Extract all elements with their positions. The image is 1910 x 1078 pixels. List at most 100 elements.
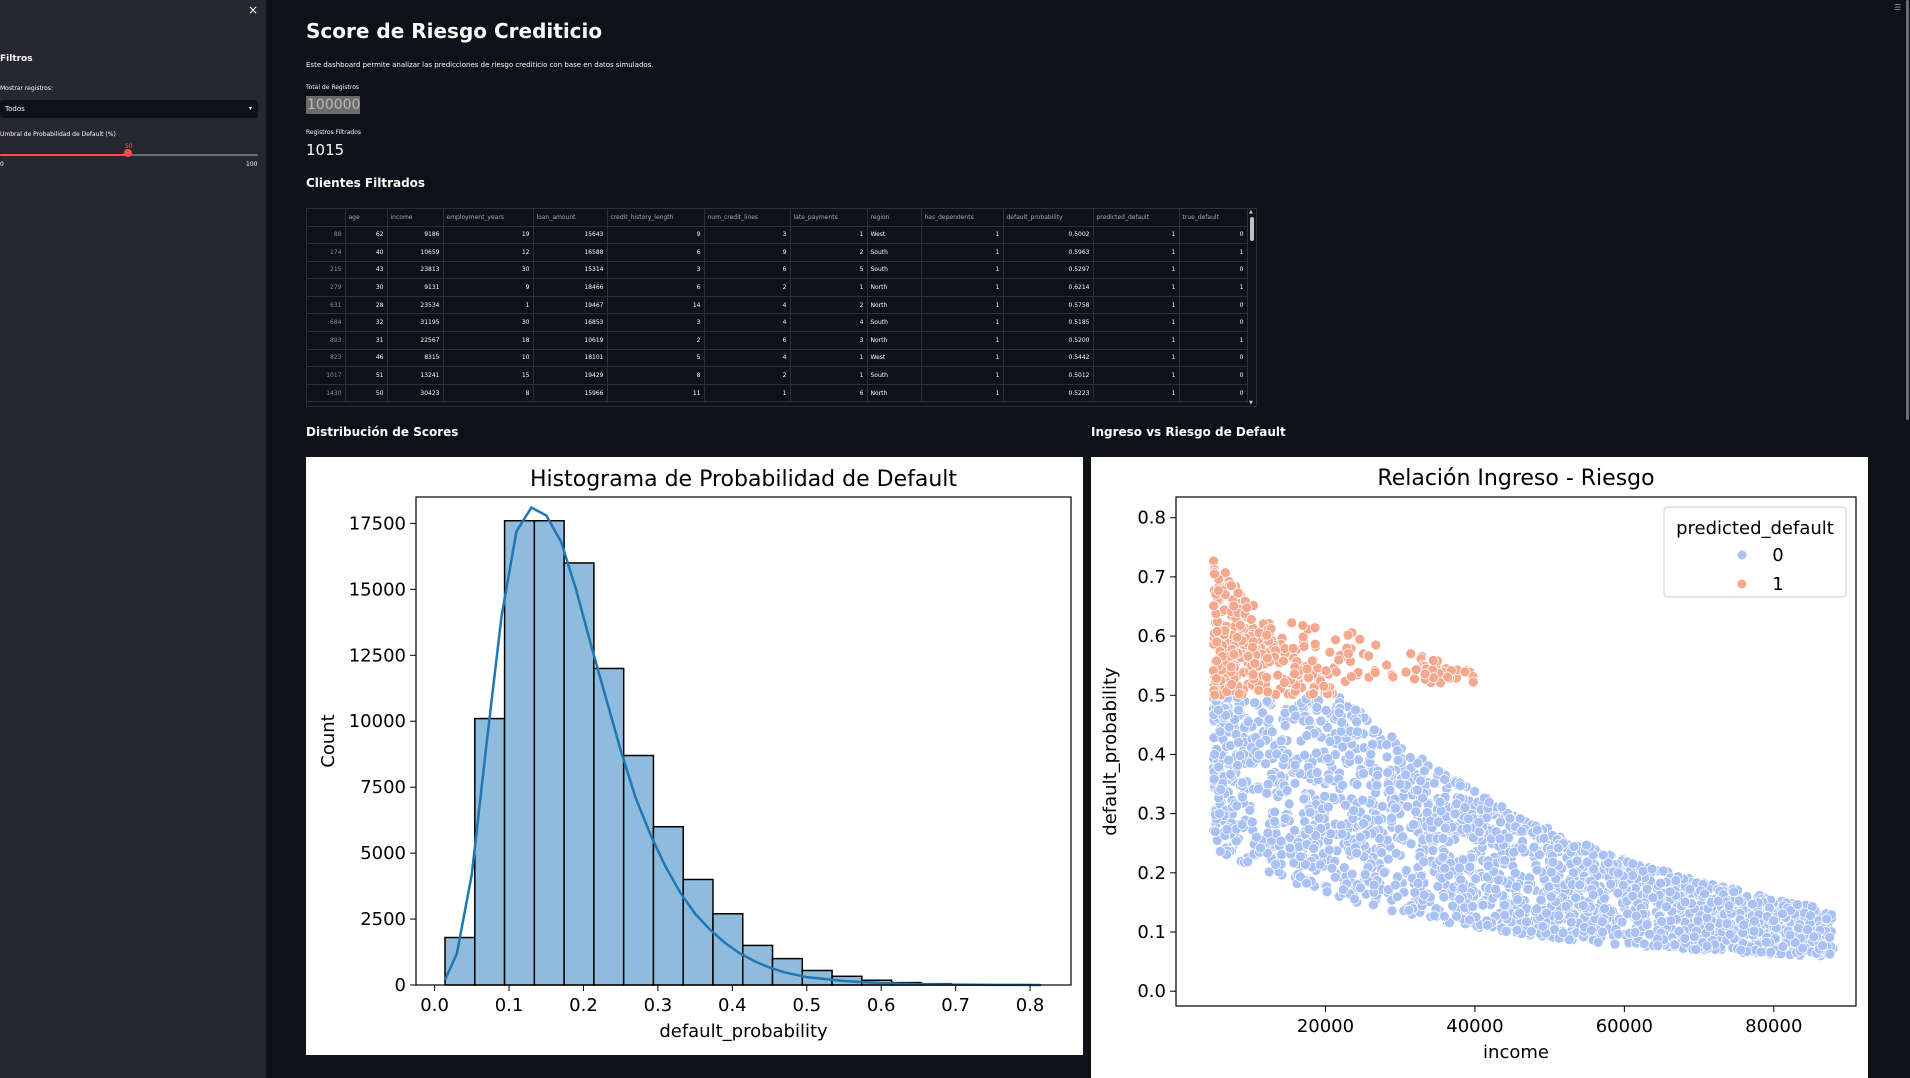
table-header[interactable] — [307, 209, 346, 227]
table-cell: 16588 — [533, 243, 608, 262]
table-cell: 50 — [345, 384, 388, 403]
scatter-point — [1247, 669, 1259, 680]
table-row[interactable]: 823 46 8315 10 18101 5 4 1 West 1 0.5442 1 0 — [307, 349, 1248, 368]
y-tick-label: 0.7 — [1137, 567, 1166, 588]
scatter-point — [1553, 910, 1565, 922]
table-header[interactable]: region — [867, 209, 922, 227]
table-header[interactable]: credit_history_length — [607, 209, 705, 227]
scatter-point — [1571, 855, 1583, 867]
scatter-point — [1427, 845, 1439, 856]
table-header[interactable]: predicted_default — [1093, 209, 1180, 227]
table-cell: 893 — [307, 331, 346, 350]
scatter-point — [1319, 790, 1330, 802]
table-cell: 15643 — [533, 226, 608, 245]
table-header[interactable]: age — [345, 209, 388, 227]
table-row[interactable]: 215 43 23813 30 15314 3 6 5 South 1 0.5297 1 0 — [307, 261, 1248, 280]
table-header[interactable]: employment_years — [443, 209, 534, 227]
scatter-point — [1209, 749, 1220, 760]
table-cell: 1 — [921, 226, 1004, 245]
scatter-point — [1612, 887, 1624, 899]
scatter-point — [1279, 813, 1291, 824]
table-row[interactable]: 174 40 10659 12 16588 6 9 2 South 1 0.5963 1 1 — [307, 243, 1248, 262]
clients-table[interactable]: age income employment_years loan_amount cred… — [306, 208, 1257, 407]
menu-icon[interactable]: ☰ — [1894, 3, 1902, 12]
scatter-point — [1723, 900, 1735, 912]
table-row[interactable]: 684 32 31195 30 16853 3 4 4 South 1 0.5185 1 0 — [307, 313, 1248, 333]
scatter-point — [1214, 846, 1226, 857]
table-cell: 3 — [790, 331, 868, 350]
table-header[interactable]: income — [387, 209, 444, 227]
scatter-point — [1534, 849, 1545, 861]
scatter-point — [1755, 946, 1767, 958]
scatter-point — [1439, 774, 1450, 785]
scatter-point — [1212, 585, 1224, 597]
scatter-point — [1470, 873, 1482, 885]
scatter-point — [1233, 688, 1245, 700]
scatter-point — [1545, 891, 1557, 903]
table-row[interactable]: 279 30 9131 9 18466 6 2 1 North 1 0.6214 1 1 — [307, 278, 1248, 297]
scatter-point — [1646, 863, 1658, 875]
scatter-point — [1538, 832, 1550, 844]
scatter-point — [1354, 634, 1366, 645]
y-tick-label: 0.0 — [1137, 981, 1166, 1002]
scatter-point — [1641, 883, 1653, 895]
scatter-point — [1647, 892, 1659, 903]
scatter-point — [1824, 948, 1836, 960]
table-cell: 6 — [790, 384, 868, 403]
scroll-up-icon[interactable]: ▲ — [1249, 209, 1253, 215]
table-cell: 279 — [307, 278, 346, 297]
table-row[interactable]: 1430 50 30423 8 15966 11 1 6 North 1 0.5223 1 0 — [307, 384, 1248, 403]
scroll-down-icon[interactable]: ▼ — [1249, 400, 1253, 406]
scatter-point — [1251, 831, 1262, 843]
x-tick-label: 60000 — [1596, 1016, 1653, 1037]
table-row[interactable]: 88 62 9186 19 15643 9 3 1 West 1 0.5002 1 0 — [307, 226, 1248, 245]
scatter-point — [1209, 689, 1220, 701]
table-row[interactable]: 1017 51 13241 15 19429 8 2 1 South 1 0.5012 1 0 — [307, 366, 1248, 385]
table-cell: 6 — [607, 278, 705, 297]
hist-bar — [622, 754, 655, 986]
table-header[interactable]: true_default — [1179, 209, 1248, 227]
table-cell: 13241 — [387, 366, 444, 385]
table-cell: 2 — [790, 296, 868, 315]
scatter-point — [1397, 831, 1408, 843]
y-tick-label: 5000 — [360, 843, 406, 864]
table-header[interactable]: default_probability — [1003, 209, 1094, 227]
scatter-point — [1473, 816, 1485, 828]
scatter-point — [1609, 938, 1621, 950]
close-sidebar-icon[interactable]: × — [247, 3, 259, 17]
scatter-point — [1400, 769, 1412, 781]
show-records-select[interactable]: Todos ▾ — [0, 100, 258, 118]
scatter-point — [1747, 898, 1758, 910]
scatter-point — [1644, 928, 1655, 940]
table-header[interactable]: loan_amount — [533, 209, 608, 227]
table-row[interactable]: 893 31 22567 18 10619 2 6 3 North 1 0.5200 1 1 — [307, 331, 1248, 350]
table-header[interactable]: has_dependents — [921, 209, 1004, 227]
scatter-point — [1447, 900, 1459, 912]
scatter-point — [1386, 905, 1398, 917]
threshold-slider-handle[interactable] — [124, 149, 132, 157]
scatter-point — [1482, 919, 1493, 931]
scatter-point — [1237, 791, 1248, 803]
table-header[interactable]: late_payments — [790, 209, 868, 227]
scatter-point — [1322, 801, 1334, 813]
table-cell: 1 — [1179, 331, 1248, 350]
threshold-slider-fill — [0, 154, 128, 156]
scatter-point — [1299, 749, 1310, 761]
scatter-point — [1768, 915, 1779, 927]
scatter-point — [1749, 915, 1760, 927]
scatter-point — [1226, 679, 1238, 690]
table-cell: 2 — [704, 366, 791, 385]
table-row[interactable]: 631 28 23534 1 19467 14 4 2 North 1 0.5758 1 0 — [307, 296, 1248, 315]
page-scrollbar[interactable] — [1906, 0, 1910, 1078]
show-records-label: Mostrar registros: — [0, 85, 53, 92]
scatter-point — [1451, 910, 1462, 922]
table-scrollbar[interactable]: ▲ ▼ — [1248, 209, 1256, 406]
scatter-point — [1236, 777, 1248, 789]
scatter-point — [1765, 946, 1777, 958]
table-cell: 4 — [704, 313, 791, 333]
table-cell: 823 — [307, 349, 346, 368]
table-header[interactable]: num_credit_lines — [704, 209, 791, 227]
scatter-point — [1657, 865, 1669, 877]
scatter-point — [1263, 713, 1275, 725]
scatter-point — [1514, 907, 1526, 919]
